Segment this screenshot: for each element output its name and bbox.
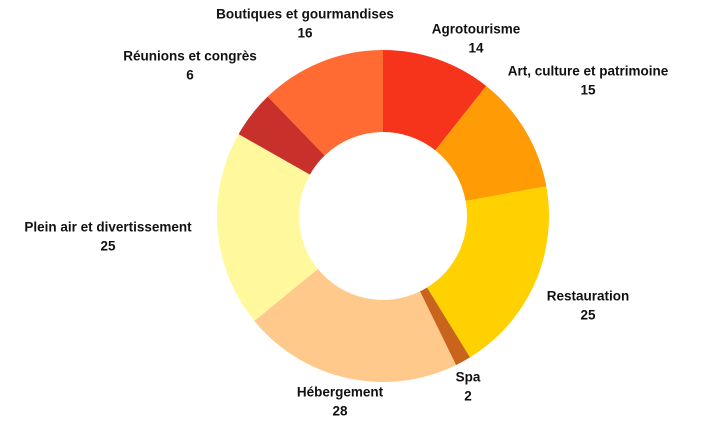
slice-value: 16 [297,26,313,41]
slice-value: 15 [580,83,596,98]
slice-label: Spa [456,370,481,385]
slice-value: 25 [580,308,596,323]
donut-slice [238,96,325,175]
slice-value: 25 [100,239,116,254]
donut-slice [217,134,318,321]
slice-label: Restauration [547,289,630,304]
slice-value: 6 [186,68,194,83]
slice-label: Boutiques et gourmandises [216,7,394,22]
slice-value: 2 [464,389,472,404]
slice-label: Agrotourisme [432,22,521,37]
donut-slice [435,86,547,201]
donut-slice [267,50,383,156]
slice-value: 14 [468,41,484,56]
slice-value: 28 [332,404,348,419]
donut-slice [427,186,549,358]
slice-label: Plein air et divertissement [24,220,192,235]
slice-label: Réunions et congrès [123,49,257,64]
donut-slice [254,269,457,382]
donut-slice [419,287,470,366]
donut-slice [383,50,487,151]
slice-label: Art, culture et patrimoine [508,64,669,79]
slice-label: Hébergement [297,385,384,400]
